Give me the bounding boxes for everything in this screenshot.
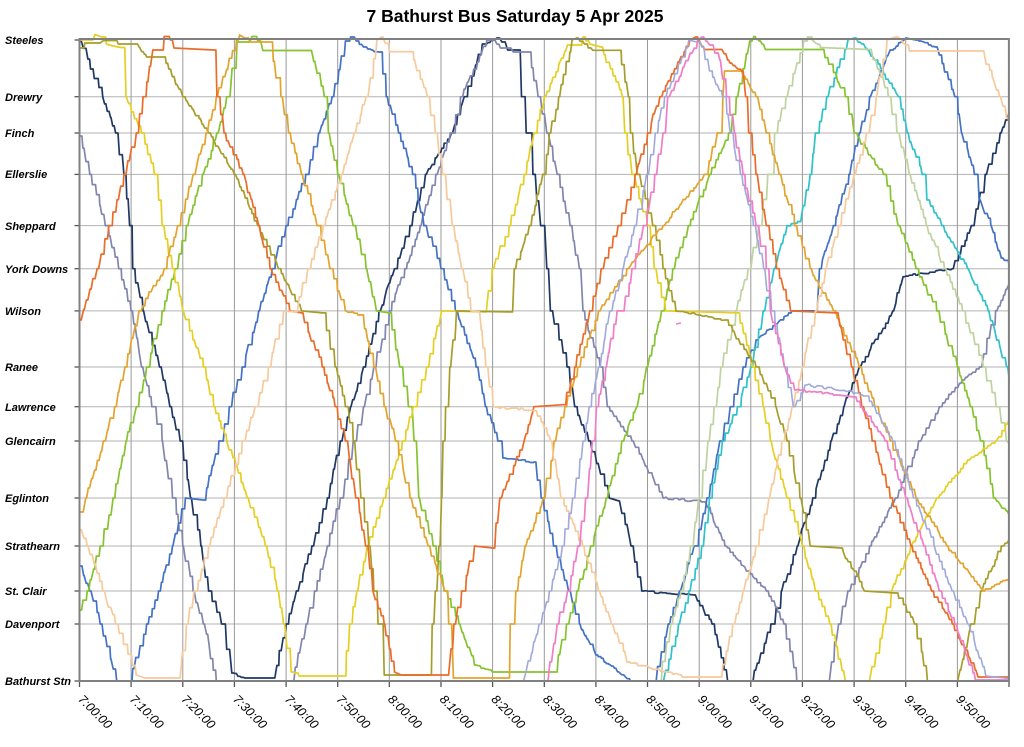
svg-text:Strathearn: Strathearn	[5, 541, 60, 553]
svg-text:Ranee: Ranee	[5, 362, 38, 374]
svg-text:Finch: Finch	[5, 128, 35, 140]
svg-text:Wilson: Wilson	[5, 306, 41, 318]
svg-text:Davenport: Davenport	[5, 619, 61, 631]
svg-text:Drewry: Drewry	[5, 92, 43, 104]
svg-text:Glencairn: Glencairn	[5, 436, 56, 448]
svg-text:York Downs: York Downs	[5, 264, 68, 276]
svg-text:Bathurst Stn: Bathurst Stn	[5, 676, 71, 688]
svg-text:Sheppard: Sheppard	[5, 221, 56, 233]
svg-text:St. Clair: St. Clair	[5, 586, 47, 598]
svg-text:Lawrence: Lawrence	[5, 402, 56, 414]
svg-text:Steeles: Steeles	[5, 35, 44, 47]
svg-text:7 Bathurst Bus Saturday 5 Apr: 7 Bathurst Bus Saturday 5 Apr 2025	[367, 6, 664, 26]
svg-text:Ellerslie: Ellerslie	[5, 169, 47, 181]
svg-text:Eglinton: Eglinton	[5, 493, 49, 505]
